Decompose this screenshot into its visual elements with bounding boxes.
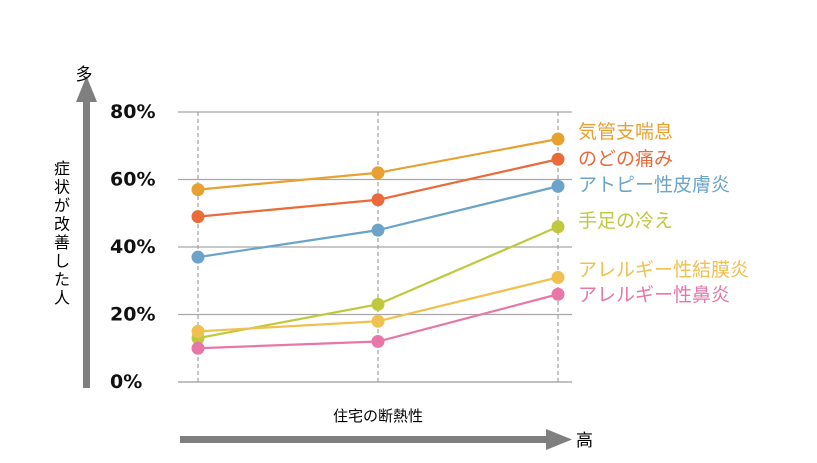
y-tick-labels: 0% 20% 40% 60% 80%	[110, 101, 155, 393]
legend-entry: 気管支喘息	[578, 121, 673, 143]
data-point	[371, 335, 385, 348]
y-tick-label: 40%	[110, 236, 155, 258]
data-point	[191, 183, 205, 197]
y-tick-label: 20%	[110, 304, 155, 326]
legend-entry: 手足の冷え	[578, 210, 673, 232]
data-point	[371, 297, 385, 311]
legend-entry: アレルギー性結膜炎	[578, 259, 749, 281]
data-point	[371, 193, 385, 207]
legend-entry: アレルギー性鼻炎	[578, 284, 730, 306]
y-tick-label: 80%	[110, 101, 155, 123]
series-group	[191, 132, 565, 355]
x-axis-arrow-head	[546, 429, 572, 450]
data-point	[371, 166, 385, 180]
data-point	[371, 314, 385, 328]
data-point	[191, 250, 205, 264]
x-arrow-label: 高	[576, 431, 593, 451]
y-axis-label: 症状が改善した人	[54, 159, 70, 308]
data-point	[551, 179, 565, 193]
data-point	[551, 287, 565, 301]
data-point	[191, 210, 205, 224]
data-point	[551, 220, 565, 234]
legend-entry: アトピー性皮膚炎	[578, 174, 730, 196]
x-axis-arrow-shaft	[180, 436, 550, 443]
legend-entry: のどの痛み	[578, 148, 673, 170]
y-tick-label: 60%	[110, 169, 155, 191]
data-point	[551, 132, 565, 146]
y-tick-label: 0%	[110, 371, 142, 393]
data-point	[371, 223, 385, 237]
data-point	[191, 341, 205, 355]
x-axis-label: 住宅の断熱性	[333, 407, 423, 425]
data-point	[551, 152, 565, 166]
y-arrow-label: 多	[76, 65, 93, 85]
data-point	[551, 270, 565, 284]
horizontal-gridlines	[178, 111, 572, 383]
data-point	[191, 324, 205, 338]
y-axis-arrow-head	[76, 76, 97, 102]
y-axis-arrow-shaft	[83, 100, 90, 388]
